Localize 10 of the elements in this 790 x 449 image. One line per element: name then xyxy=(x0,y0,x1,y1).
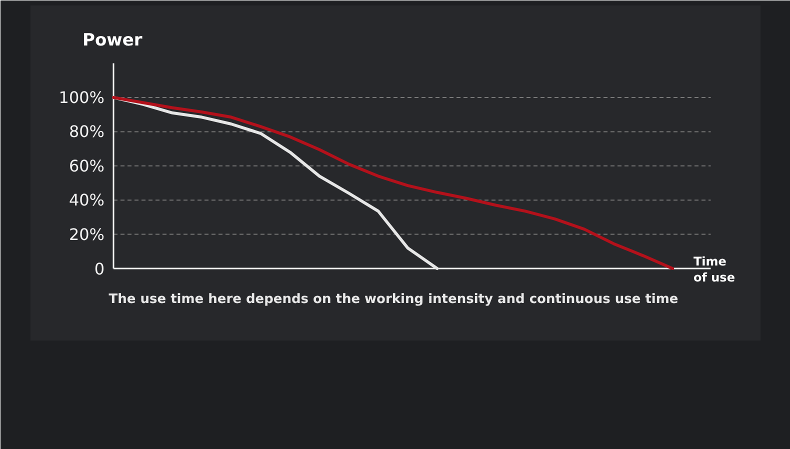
y-tick-label: 80% xyxy=(68,122,104,142)
x-axis-title: Time of use xyxy=(694,254,735,284)
text: The use time here depends on the working intensity and continuous use time xyxy=(108,292,678,307)
y-axis-title: Power xyxy=(82,30,143,50)
y-tick-label: 20% xyxy=(68,224,104,244)
y-tick-label: 60% xyxy=(68,156,104,176)
line-series xyxy=(112,96,674,270)
y-tick-label: 0 xyxy=(94,260,105,278)
y-tick-label: 100% xyxy=(58,88,105,107)
y-tick-label: 40% xyxy=(68,190,104,210)
